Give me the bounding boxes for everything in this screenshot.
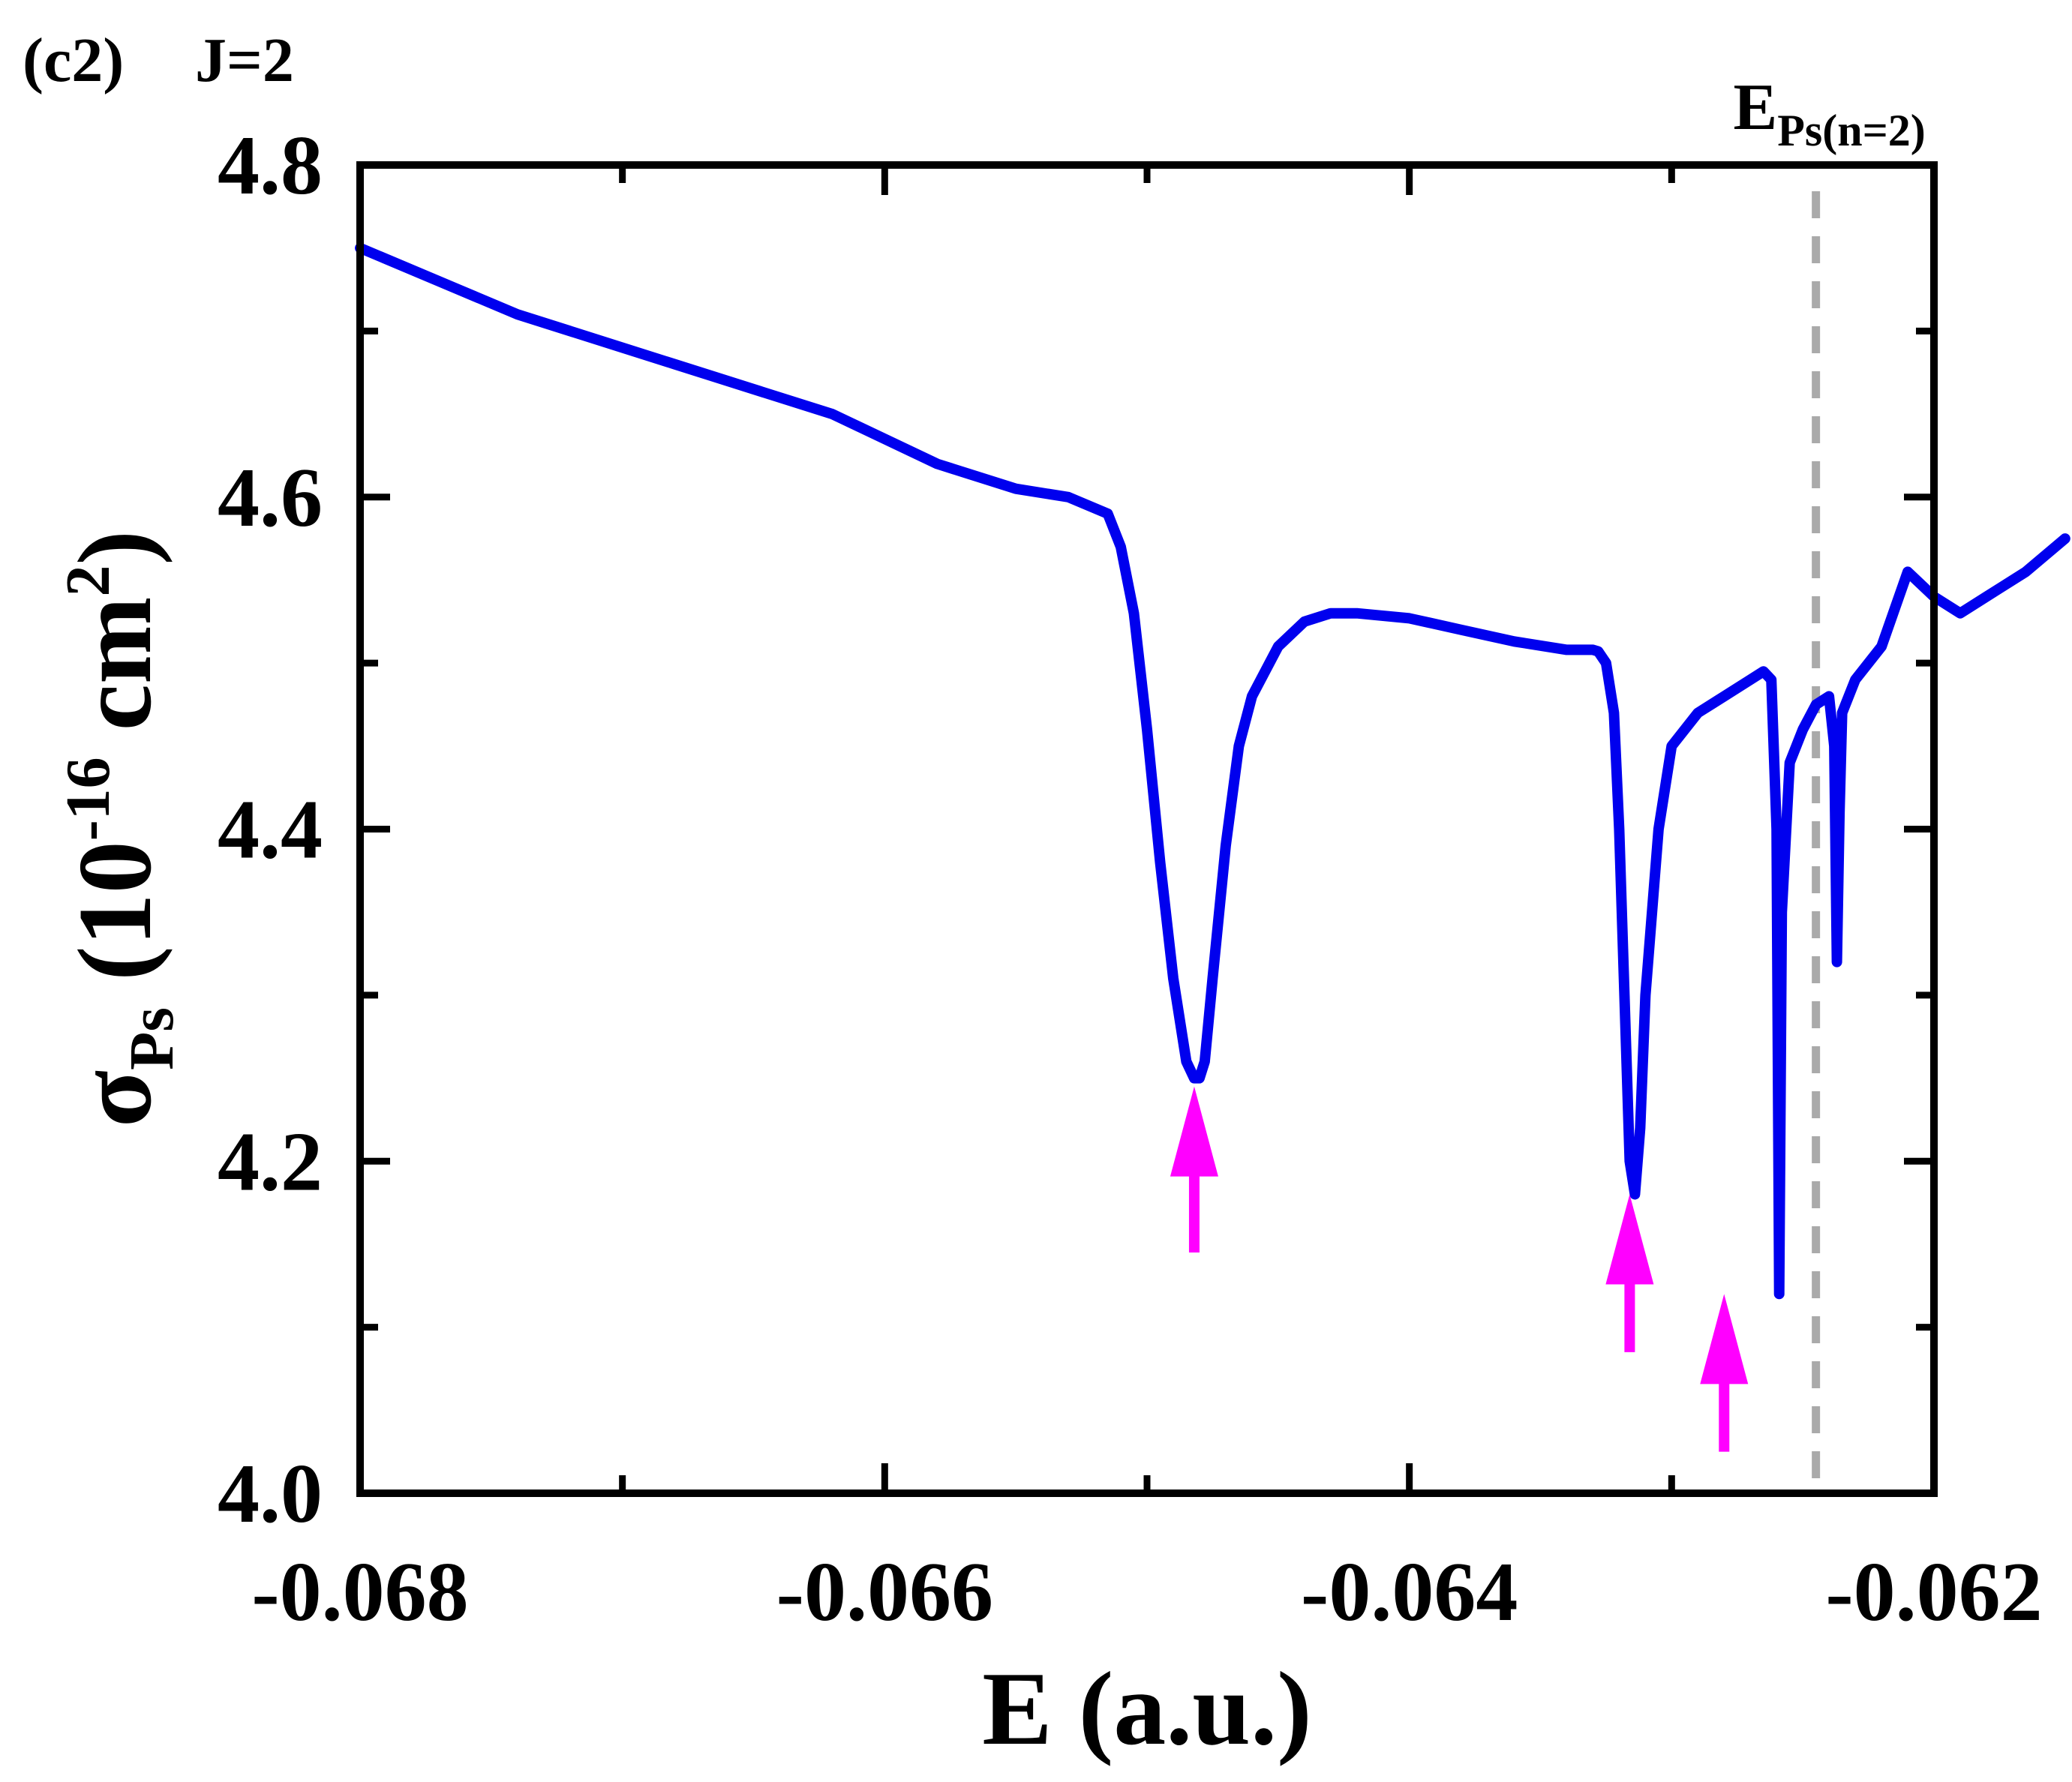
resonance-arrow-3 xyxy=(1700,1294,1749,1452)
y-axis-unit-mid: cm xyxy=(57,597,173,758)
y-axis-unit-close: ) xyxy=(57,530,173,566)
x-axis-title: E (a.u.) xyxy=(982,1651,1311,1767)
resonance-arrows xyxy=(1170,1086,1749,1452)
tick-labels: -0.068 -0.066 -0.064 -0.062 4.0 4.2 4.4 4.6 4.8 xyxy=(218,119,2043,1639)
panel-subtitle: J=2 xyxy=(195,26,294,95)
y-tick-label: 4.0 xyxy=(218,1448,323,1540)
y-tick-label: 4.6 xyxy=(218,452,323,544)
y-axis-unit-power: 2 xyxy=(53,566,123,597)
arrow-head xyxy=(1700,1294,1749,1384)
y-axis-symbol: σ xyxy=(57,1070,173,1127)
y-axis-unit-open: (10 xyxy=(57,841,173,1007)
threshold-label-main: E xyxy=(1734,71,1778,144)
threshold-label-sub: Ps(n=2) xyxy=(1777,106,1926,155)
y-tick-label: 4.2 xyxy=(218,1115,323,1208)
plot-frame xyxy=(356,161,1938,1497)
arrow-head xyxy=(1170,1086,1218,1177)
y-axis-title: σPs (10-16 cm2) xyxy=(53,530,187,1127)
x-tick-label: -0.066 xyxy=(776,1546,993,1639)
resonance-arrow-1 xyxy=(1170,1086,1218,1253)
y-axis-unit-exponent: -16 xyxy=(53,757,123,841)
series-line-sigma_Ps xyxy=(355,242,2070,1300)
axis-ticks xyxy=(356,161,1938,1497)
x-tick-label: -0.068 xyxy=(251,1546,468,1639)
panel-label: (c2) xyxy=(23,26,124,95)
arrow-head xyxy=(1605,1194,1654,1285)
resonance-arrow-2 xyxy=(1605,1194,1654,1352)
y-axis-symbol-subscript: Ps xyxy=(117,1007,187,1070)
y-tick-label: 4.8 xyxy=(218,119,323,212)
series-group xyxy=(355,242,2070,1300)
y-tick-label: 4.4 xyxy=(218,784,323,877)
threshold-label: EPs(n=2) xyxy=(1734,71,1926,155)
x-tick-label: -0.062 xyxy=(1825,1546,2042,1639)
x-tick-label: -0.064 xyxy=(1301,1546,1518,1639)
